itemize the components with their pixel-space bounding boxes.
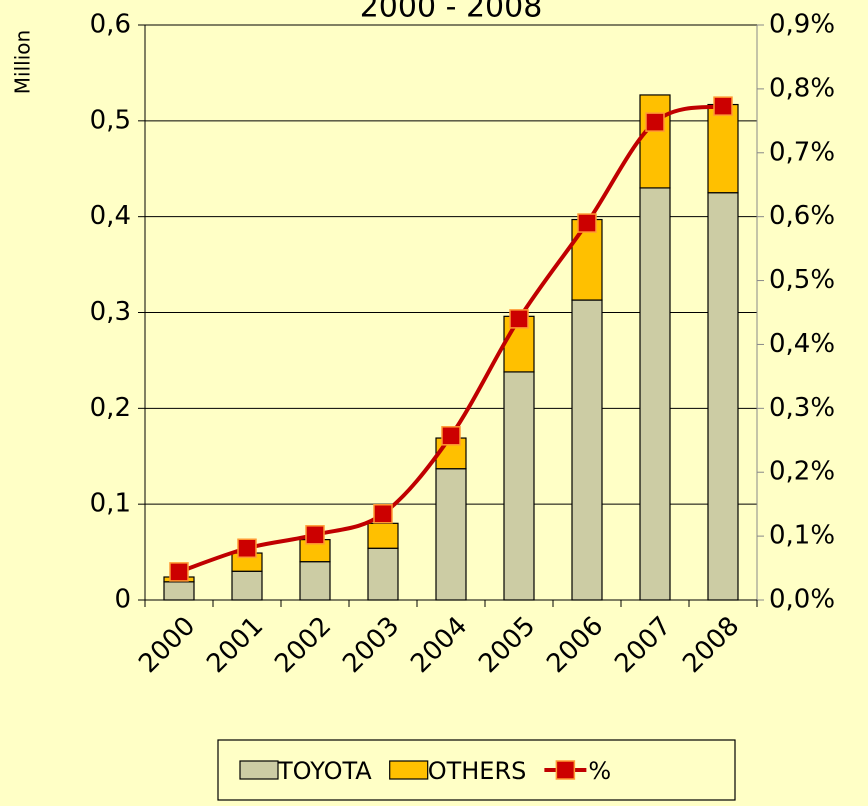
y2-tick-label: 0,5% xyxy=(769,265,835,295)
bar xyxy=(163,581,195,601)
line-marker xyxy=(577,213,597,233)
bar xyxy=(367,547,399,601)
y-axis-label: Million xyxy=(11,30,35,94)
x-tick-label: 2007 xyxy=(609,611,677,679)
line-marker xyxy=(441,426,461,446)
bar xyxy=(707,103,739,194)
y-tick-label: 0,3 xyxy=(90,297,131,327)
y-tick-label: 0,4 xyxy=(90,201,131,231)
line-series xyxy=(178,104,724,574)
line-marker xyxy=(305,525,325,545)
x-tick-label: 2001 xyxy=(201,611,269,679)
legend-swatch xyxy=(239,760,279,780)
x-tick-label: 2006 xyxy=(541,611,609,679)
bar xyxy=(639,187,671,601)
line-marker xyxy=(509,309,529,329)
chart-title: 2000 - 2008 xyxy=(360,0,543,25)
y2-tick-label: 0,0% xyxy=(769,585,835,615)
line-marker xyxy=(237,538,257,558)
y-tick-label: 0,2 xyxy=(90,393,131,423)
x-tick-label: 2008 xyxy=(677,611,745,679)
y-tick-label: 0,6 xyxy=(90,10,131,40)
x-tick-label: 2005 xyxy=(473,611,541,679)
y2-tick-label: 0,6% xyxy=(769,201,835,231)
line-marker xyxy=(645,112,665,132)
y2-tick-label: 0,4% xyxy=(769,329,835,359)
y2-tick-label: 0,3% xyxy=(769,393,835,423)
bar xyxy=(571,299,603,601)
x-tick-label: 2004 xyxy=(405,611,473,679)
legend-marker xyxy=(555,760,576,780)
bar xyxy=(231,570,263,601)
y-tick-label: 0,5 xyxy=(90,105,131,135)
y-tick-label: 0 xyxy=(114,585,131,615)
legend-label: OTHERS xyxy=(428,757,527,785)
bar xyxy=(367,522,399,549)
legend-swatch xyxy=(389,760,429,780)
bar xyxy=(435,468,467,601)
bar xyxy=(707,192,739,601)
bar xyxy=(503,371,535,601)
y2-tick-label: 0,9% xyxy=(769,10,835,40)
y2-tick-label: 0,1% xyxy=(769,521,835,551)
line-marker xyxy=(373,504,393,524)
x-tick-label: 2002 xyxy=(269,611,337,679)
legend-label: TOYOTA xyxy=(277,757,372,785)
line-marker xyxy=(713,96,733,116)
bar xyxy=(639,94,671,189)
y2-tick-label: 0,2% xyxy=(769,457,835,487)
x-tick-label: 2000 xyxy=(133,611,201,679)
x-tick-label: 2003 xyxy=(337,611,405,679)
bar xyxy=(571,218,603,301)
y2-tick-label: 0,7% xyxy=(769,137,835,167)
legend-label: % xyxy=(588,757,611,785)
bar xyxy=(299,561,331,601)
y-tick-label: 0,1 xyxy=(90,489,131,519)
line-marker xyxy=(169,562,189,582)
y2-tick-label: 0,8% xyxy=(769,73,835,103)
legend-box xyxy=(217,739,736,801)
